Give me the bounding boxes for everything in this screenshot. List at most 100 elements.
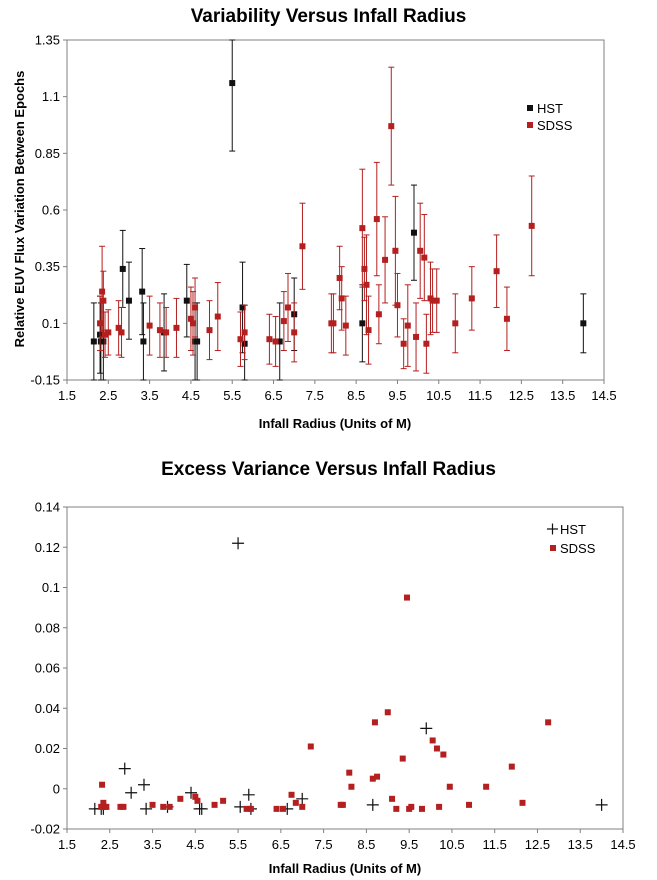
x-tick-label: 9.5 xyxy=(400,837,418,852)
y-tick-label: 0.1 xyxy=(42,580,60,595)
sdss-point xyxy=(214,313,221,320)
sdss-point xyxy=(373,216,380,223)
sdss-point xyxy=(389,795,396,802)
legend2-sdss-label: SDSS xyxy=(560,541,596,556)
hst-point xyxy=(420,722,433,735)
sdss-point xyxy=(272,338,279,345)
sdss-point xyxy=(291,329,298,336)
sdss-point xyxy=(279,805,286,812)
sdss-point xyxy=(192,304,199,311)
chart2-legend: HST SDSS xyxy=(547,522,596,556)
x-tick-label: 14.5 xyxy=(591,388,616,403)
sdss-point xyxy=(117,803,124,810)
hst-point xyxy=(185,786,198,799)
x-tick-label: 11.5 xyxy=(468,388,492,403)
x-tick-label: 3.5 xyxy=(143,837,161,852)
sdss-point xyxy=(339,801,346,808)
hst-point xyxy=(100,338,107,345)
hst-point xyxy=(276,338,283,345)
sdss-point xyxy=(243,805,250,812)
hst-point xyxy=(139,288,146,295)
x-tick-label: 1.5 xyxy=(58,837,76,852)
x-tick-label: 12.5 xyxy=(525,837,550,852)
sdss-point xyxy=(384,709,391,716)
hst-point xyxy=(229,80,236,87)
x-tick-label: 7.5 xyxy=(306,388,324,403)
x-tick-label: 4.5 xyxy=(182,388,200,403)
legend-hst-label: HST xyxy=(537,101,563,116)
hst-point xyxy=(95,802,108,815)
chart1-x-label: Infall Radius (Units of M) xyxy=(259,416,411,431)
sdss-point xyxy=(98,803,105,810)
hst-point xyxy=(410,229,417,236)
sdss-point xyxy=(103,803,110,810)
sdss-point xyxy=(468,295,475,302)
x-tick-label: 1.5 xyxy=(58,388,76,403)
x-tick-label: 10.5 xyxy=(426,388,451,403)
legend-sdss-label: SDSS xyxy=(537,118,573,133)
y-tick-label: 0.1 xyxy=(42,316,60,331)
sdss-point xyxy=(393,805,400,812)
sdss-point xyxy=(421,254,428,261)
sdss-point xyxy=(307,743,314,750)
x-tick-label: 5.5 xyxy=(223,388,241,403)
sdss-point xyxy=(361,265,368,272)
hst-point xyxy=(296,792,309,805)
sdss-point xyxy=(338,295,345,302)
sdss-point xyxy=(156,327,163,334)
sdss-point xyxy=(348,783,355,790)
x-tick-label: 5.5 xyxy=(229,837,247,852)
y-tick-label: 0.6 xyxy=(42,203,60,218)
sdss-point xyxy=(382,256,389,263)
hst-point xyxy=(580,320,587,327)
sdss-point xyxy=(101,803,108,810)
chart1-axes: 1.5 2.5 3.5 4.5 5.5 6.5 7.5 8.5 9.5 10.5 11.5 12.5 1… xyxy=(30,33,616,404)
chart2-x-label: Infall Radius (Units of M) xyxy=(269,861,421,876)
sdss-point xyxy=(192,793,199,800)
y-tick-label: 1.1 xyxy=(42,89,60,104)
hst-point xyxy=(194,338,201,345)
x-tick-label: 2.5 xyxy=(101,837,119,852)
chart2-title: Excess Variance Versus Infall Radius xyxy=(161,459,496,480)
y-tick-label: 1.35 xyxy=(35,33,60,48)
sdss-point xyxy=(365,327,372,334)
y-tick-label: 0.14 xyxy=(35,500,60,515)
sdss-point xyxy=(336,275,343,281)
x-tick-label: 8.5 xyxy=(357,837,375,852)
y-tick-label: 0.06 xyxy=(35,661,60,676)
y-tick-label: 0.12 xyxy=(35,540,60,555)
hst-error-bar xyxy=(229,39,236,152)
hst-point xyxy=(183,297,190,304)
hst-point xyxy=(242,788,255,801)
sdss-point xyxy=(436,803,443,810)
chart1-title: Variability Versus Infall Radius xyxy=(190,6,467,27)
hst-point xyxy=(244,802,257,815)
sdss-point xyxy=(375,311,382,318)
sdss-point xyxy=(433,297,440,304)
sdss-point xyxy=(241,329,248,336)
sdss-point xyxy=(446,783,453,790)
y-tick-label: -0.02 xyxy=(30,822,60,837)
sdss-point xyxy=(237,336,244,343)
hst-point xyxy=(595,798,608,811)
hst-point xyxy=(97,802,110,815)
x-tick-label: 12.5 xyxy=(509,388,534,403)
sdss-point xyxy=(342,322,349,329)
sdss-point xyxy=(388,123,395,130)
sdss-point xyxy=(413,333,420,340)
sdss-point xyxy=(404,322,411,329)
sdss-point xyxy=(166,803,173,810)
hst-point xyxy=(125,786,138,799)
hst-point xyxy=(119,265,126,272)
sdss-point xyxy=(299,243,306,250)
sdss-point xyxy=(146,322,153,329)
sdss-point xyxy=(483,783,490,790)
sdss-point xyxy=(466,801,473,808)
hst-point xyxy=(137,778,150,791)
x-tick-label: 6.5 xyxy=(264,388,282,403)
sdss-point xyxy=(452,320,459,327)
hst-point xyxy=(161,800,174,813)
sdss-point xyxy=(519,799,526,806)
sdss-point xyxy=(440,751,447,758)
sdss-point xyxy=(299,803,306,810)
